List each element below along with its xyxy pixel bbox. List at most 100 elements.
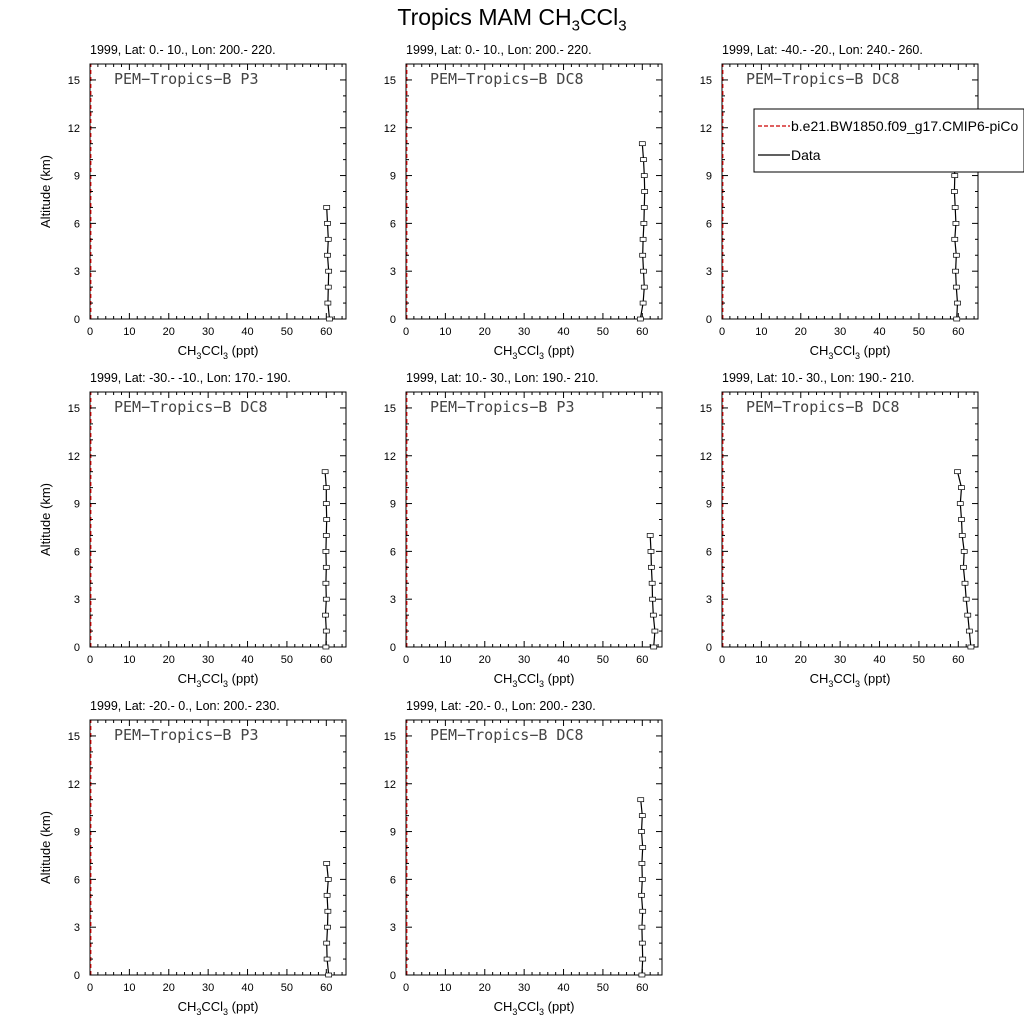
data-point-marker	[964, 612, 972, 618]
x-tick-label: 0	[403, 326, 409, 338]
y-tick-label: 9	[74, 499, 80, 511]
x-tick-label: 50	[597, 326, 609, 338]
y-tick-label: 3	[74, 594, 80, 606]
data-point-marker	[636, 316, 644, 322]
x-tick-label: 50	[281, 654, 293, 666]
campaign-label: PEM−Tropics−B P3	[114, 726, 259, 744]
campaign-label: PEM−Tropics−B DC8	[746, 398, 900, 416]
data-point-marker	[638, 813, 646, 818]
y-tick-label: 15	[700, 75, 712, 87]
panel-7: 1999, Lat: -20.- 0., Lon: 200.- 230. 0 10 2…	[38, 699, 347, 1017]
data-point-marker	[951, 205, 959, 210]
data-point-marker	[951, 236, 959, 242]
data-point-marker	[324, 236, 332, 242]
x-tick-label: 10	[123, 326, 135, 338]
x-tick-label: 60	[636, 326, 648, 338]
title-mid: CCl	[579, 4, 619, 30]
campaign-label: PEM−Tropics−B P3	[430, 398, 575, 416]
y-tick-label: 3	[706, 266, 712, 278]
data-point-marker	[638, 861, 646, 866]
panel-6: 1999, Lat: 10.- 30., Lon: 190.- 210. 0 10 2…	[700, 371, 979, 689]
x-axis-label: CH3CCl3 (ppt)	[494, 343, 575, 361]
x-axis-label: CH3CCl3 (ppt)	[810, 671, 891, 689]
campaign-label: PEM−Tropics−B DC8	[430, 70, 584, 88]
x-tick-label: 30	[518, 654, 530, 666]
data-point-marker	[322, 549, 330, 554]
y-tick-label: 3	[390, 922, 396, 934]
y-tick-label: 12	[384, 779, 396, 791]
y-axis-label: Altitude (km)	[38, 811, 53, 884]
data-point-marker	[956, 501, 964, 506]
data-point-marker	[640, 173, 648, 178]
y-tick-label: 9	[74, 827, 80, 839]
y-tick-label: 6	[390, 218, 396, 230]
data-point-marker	[953, 316, 961, 322]
y-axis-label: Altitude (km)	[38, 155, 53, 228]
data-point-marker	[323, 892, 331, 898]
y-tick-label: 0	[74, 642, 80, 654]
x-tick-label: 40	[557, 326, 569, 338]
data-series-line	[640, 799, 644, 976]
data-point-marker	[646, 533, 654, 538]
data-point-marker	[965, 628, 973, 634]
x-axis-label: CH3CCl3 (ppt)	[178, 343, 259, 361]
data-point-marker	[639, 236, 647, 242]
data-point-marker	[322, 501, 330, 506]
x-tick-label: 30	[202, 654, 214, 666]
data-series-line	[639, 143, 646, 320]
legend-box	[753, 108, 1024, 173]
data-point-marker	[640, 221, 648, 226]
panel-2: 1999, Lat: 0.- 10., Lon: 200.- 220. 0 10 20…	[384, 43, 663, 361]
panel-5: 1999, Lat: 10.- 30., Lon: 190.- 210. 0 10 2…	[384, 371, 663, 689]
panel-subtitle: 1999, Lat: 0.- 10., Lon: 200.- 220.	[90, 43, 276, 57]
panel-3: 1999, Lat: -40.- -20., Lon: 240.- 260. 0 1…	[700, 43, 979, 361]
data-point-marker	[960, 549, 968, 554]
y-tick-label: 15	[384, 75, 396, 87]
data-point-marker	[951, 189, 958, 194]
x-tick-label: 0	[403, 654, 409, 666]
data-point-marker	[647, 549, 655, 554]
y-tick-label: 6	[390, 546, 396, 558]
y-tick-label: 9	[706, 499, 712, 511]
x-tick-label: 0	[87, 654, 93, 666]
x-axis-label: CH3CCl3 (ppt)	[178, 671, 259, 689]
data-point-marker	[323, 861, 331, 866]
y-axis-label: Altitude (km)	[38, 483, 53, 556]
data-point-marker	[638, 892, 645, 898]
data-point-marker	[640, 205, 648, 210]
x-axis-label: CH3CCl3 (ppt)	[178, 999, 259, 1017]
y-tick-label: 12	[68, 123, 80, 135]
y-tick-label: 6	[706, 218, 712, 230]
y-tick-label: 6	[74, 874, 80, 886]
x-tick-label: 20	[479, 982, 491, 994]
y-tick-label: 0	[706, 314, 712, 326]
data-point-marker	[322, 644, 330, 650]
x-tick-label: 50	[597, 982, 609, 994]
data-point-marker	[322, 564, 330, 570]
x-tick-label: 10	[123, 982, 135, 994]
data-point-marker	[638, 940, 646, 946]
y-tick-label: 6	[706, 546, 712, 558]
data-series-line	[956, 471, 972, 648]
x-tick-label: 0	[87, 982, 93, 994]
y-tick-label: 15	[700, 403, 712, 415]
x-tick-label: 20	[479, 326, 491, 338]
x-tick-label: 40	[557, 982, 569, 994]
title-sub1: 3	[571, 17, 580, 35]
data-series-line	[649, 535, 656, 648]
data-series-line	[326, 207, 331, 320]
legend-label: Data	[791, 147, 821, 163]
x-tick-label: 40	[873, 654, 885, 666]
data-point-marker	[322, 533, 330, 538]
data-point-marker	[322, 485, 330, 490]
y-tick-label: 3	[390, 594, 396, 606]
y-tick-label: 15	[68, 75, 80, 87]
panel-1: 1999, Lat: 0.- 10., Lon: 200.- 220. 0 10 20…	[38, 43, 347, 361]
data-point-marker	[323, 940, 331, 946]
y-tick-label: 12	[68, 779, 80, 791]
x-tick-label: 20	[163, 654, 175, 666]
data-point-marker	[639, 252, 647, 258]
y-tick-label: 0	[390, 970, 396, 982]
title-main: Tropics MAM CH	[397, 4, 572, 30]
campaign-label: PEM−Tropics−B DC8	[746, 70, 900, 88]
